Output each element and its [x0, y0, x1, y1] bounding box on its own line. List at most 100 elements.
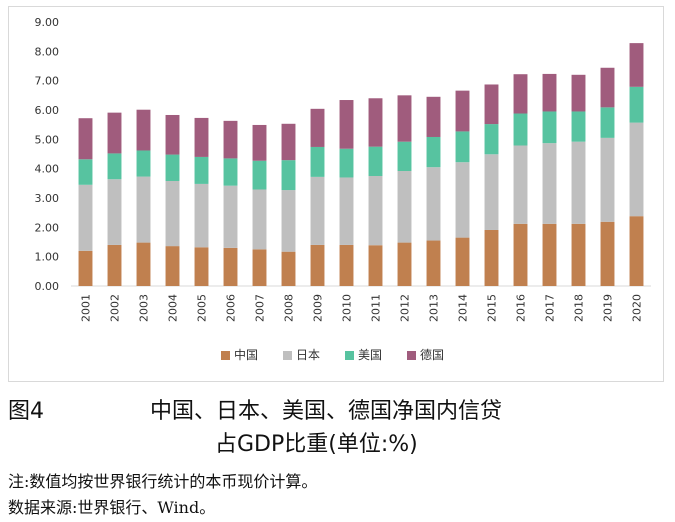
bar-segment-3 — [136, 109, 151, 151]
bar-segment-3 — [513, 74, 528, 114]
bar-segment-3 — [397, 95, 412, 142]
bar-segment-2 — [455, 131, 470, 163]
legend-label: 日本 — [296, 348, 320, 362]
legend-label: 德国 — [420, 347, 444, 362]
bar-segment-3 — [281, 123, 296, 161]
y-tick-label: 6.00 — [35, 104, 60, 117]
legend-swatch — [221, 351, 230, 360]
x-tick-label: 2004 — [167, 294, 180, 322]
bar-segment-3 — [484, 84, 499, 125]
x-tick-label: 2020 — [631, 294, 644, 322]
bar-segment-0 — [513, 223, 528, 286]
bar-segment-0 — [426, 240, 441, 286]
y-tick-label: 9.00 — [35, 16, 60, 29]
y-tick-label: 0.00 — [35, 280, 60, 293]
x-tick-label: 2017 — [544, 294, 557, 322]
bar-segment-1 — [397, 171, 412, 243]
bar-segment-2 — [252, 160, 267, 190]
bar-segment-2 — [600, 107, 615, 138]
bar-segment-2 — [426, 136, 441, 168]
bar-segment-3 — [629, 43, 644, 87]
bar-segment-3 — [339, 100, 354, 149]
bar-segment-0 — [136, 242, 151, 286]
figure-label: 图4 — [8, 399, 44, 424]
bar-segment-1 — [484, 154, 499, 230]
x-tick-label: 2009 — [312, 294, 325, 322]
bar-segment-2 — [571, 111, 586, 142]
y-tick-label: 8.00 — [35, 45, 60, 58]
bar-segment-2 — [542, 111, 557, 144]
bar-segment-0 — [600, 221, 615, 286]
x-tick-label: 2016 — [515, 294, 528, 322]
bar-segment-1 — [78, 184, 93, 251]
bar-segment-0 — [165, 246, 180, 286]
bar-segment-3 — [78, 118, 93, 160]
bar-segment-0 — [281, 251, 296, 286]
bar-segment-1 — [600, 137, 615, 222]
bar-segment-2 — [484, 124, 499, 155]
x-tick-label: 2005 — [196, 294, 209, 322]
bar-segment-3 — [107, 112, 122, 154]
bar-segment-1 — [629, 122, 644, 217]
bar-segment-0 — [194, 247, 209, 286]
bar-segment-3 — [542, 73, 557, 112]
stacked-bar-chart: 0.00 1.00 2.00 3.00 4.00 5.00 6.00 7.00 8.00 9.00… — [35, 16, 651, 362]
bar-segment-1 — [252, 189, 267, 250]
bar-segment-3 — [310, 108, 325, 147]
chart-frame: 0.00 1.00 2.00 3.00 4.00 5.00 6.00 7.00 8.00 9.00… — [8, 6, 664, 382]
bar-segment-2 — [107, 153, 122, 180]
bar-segment-1 — [165, 180, 180, 247]
bar-segment-2 — [281, 160, 296, 191]
y-tick-label: 1.00 — [35, 251, 60, 264]
bar-segment-1 — [281, 190, 296, 252]
x-tick-label: 2012 — [399, 294, 412, 322]
bar-segment-2 — [165, 154, 180, 181]
bar-segment-0 — [397, 242, 412, 286]
x-tick-label: 2003 — [138, 294, 151, 322]
legend-swatch — [345, 351, 354, 360]
x-tick-label: 2002 — [109, 294, 122, 322]
bar-segment-0 — [223, 247, 238, 286]
bar-segment-3 — [223, 120, 238, 159]
x-tick-label: 2013 — [428, 294, 441, 322]
y-tick-label: 7.00 — [35, 75, 60, 88]
bar-segment-0 — [107, 244, 122, 286]
figure-title-line1: 中国、日本、美国、德国净国内信贷 — [150, 399, 503, 424]
x-tick-label: 2007 — [254, 294, 267, 322]
bar-segment-2 — [136, 150, 151, 177]
bar-segment-3 — [571, 74, 586, 112]
x-tick-label: 2008 — [283, 294, 296, 322]
bar-segment-0 — [542, 223, 557, 286]
bar-segment-0 — [629, 216, 644, 286]
bar-segment-2 — [629, 86, 644, 123]
bar-segment-1 — [455, 162, 470, 238]
bar-segment-0 — [252, 249, 267, 286]
bar-segment-1 — [513, 145, 528, 224]
bar-segment-0 — [339, 244, 354, 286]
bar-segment-0 — [368, 245, 383, 286]
source-text: 数据来源:世界银行、Wind。 — [8, 498, 216, 517]
x-tick-label: 2015 — [486, 294, 499, 322]
bar-segment-3 — [194, 117, 209, 157]
bar-segment-2 — [194, 156, 209, 184]
bar-segment-1 — [136, 176, 151, 243]
x-tick-label: 2019 — [602, 294, 615, 322]
bar-segment-1 — [571, 141, 586, 224]
bar-segment-2 — [368, 146, 383, 176]
bar-segment-0 — [571, 223, 586, 286]
bar-segment-1 — [368, 176, 383, 246]
bar-segment-1 — [339, 177, 354, 245]
legend-label: 美国 — [358, 348, 382, 362]
x-tick-label: 2001 — [80, 294, 93, 322]
note-text: 注:数值均按世界银行统计的本币现价计算。 — [8, 472, 318, 491]
bar-segment-2 — [339, 148, 354, 178]
bar-segment-2 — [78, 159, 93, 185]
bar-segment-3 — [455, 90, 470, 132]
figure-title-line2: 占GDP比重(单位:%) — [215, 432, 418, 457]
legend-swatch — [407, 351, 416, 360]
x-tick-label: 2010 — [341, 294, 354, 322]
y-tick-label: 2.00 — [35, 221, 60, 234]
bar-segment-2 — [513, 113, 528, 146]
bar-segment-1 — [542, 143, 557, 224]
bar-segment-3 — [426, 96, 441, 137]
